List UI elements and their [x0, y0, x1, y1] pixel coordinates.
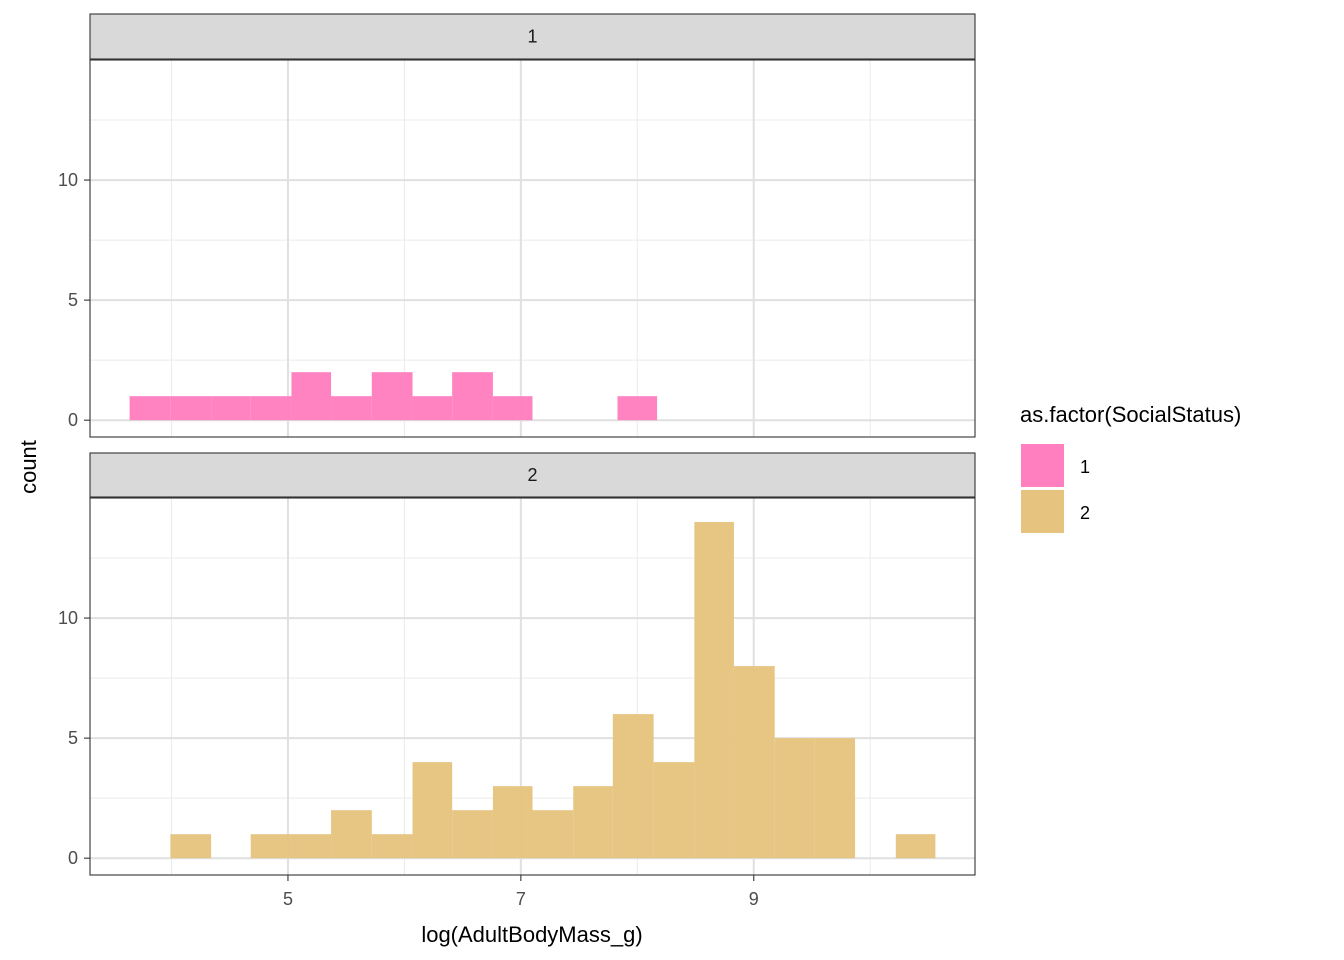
histogram-bar	[170, 834, 212, 859]
panels-layer: 12	[89, 13, 976, 876]
histogram-bar	[211, 396, 251, 421]
y-tick-label: 5	[68, 728, 78, 748]
axes-layer: 0 5 10 0 5 10 5 7 9	[58, 170, 759, 909]
legend-label-1: 1	[1080, 457, 1090, 477]
histogram-bar	[617, 396, 658, 421]
x-tick-label: 5	[283, 889, 293, 909]
histogram-bar	[653, 762, 695, 859]
histogram-bar	[573, 786, 613, 859]
legend-label-2: 2	[1080, 503, 1090, 523]
histogram-bar	[371, 372, 413, 421]
facet-strip-label: 2	[527, 465, 537, 485]
x-tick-label: 9	[749, 889, 759, 909]
legend-title: as.factor(SocialStatus)	[1020, 402, 1241, 427]
y-axis-title: count	[16, 440, 41, 494]
y-tick-label: 0	[68, 410, 78, 430]
histogram-bar	[895, 834, 936, 859]
histogram-bar	[371, 834, 413, 859]
legend-key-2	[1021, 490, 1064, 533]
histogram-bar	[331, 810, 372, 859]
histogram-bar	[291, 372, 332, 421]
facet-panel-2: 2	[89, 452, 976, 876]
y-tick-label: 0	[68, 848, 78, 868]
histogram-bar	[331, 396, 372, 421]
facet-panel-1: 1	[89, 13, 976, 438]
y-tick-label: 5	[68, 290, 78, 310]
y-tick-label: 10	[58, 170, 78, 190]
panel-background	[90, 60, 975, 437]
histogram-bar	[694, 522, 734, 859]
histogram-bar	[452, 372, 493, 421]
facet-strip-label: 1	[527, 27, 537, 47]
y-tick-label: 10	[58, 608, 78, 628]
x-axis-title: log(AdultBodyMass_g)	[421, 922, 642, 947]
legend: as.factor(SocialStatus) 1 2	[1020, 402, 1241, 533]
histogram-bar	[733, 666, 775, 859]
histogram-bar	[170, 396, 212, 421]
histogram-bar	[250, 396, 292, 421]
histogram-bar	[452, 810, 493, 859]
histogram-bar	[814, 738, 856, 859]
histogram-bar	[492, 786, 533, 859]
panel-border	[89, 59, 976, 438]
histogram-bar	[492, 396, 533, 421]
legend-key-1	[1021, 444, 1064, 487]
histogram-bar	[412, 762, 453, 859]
histogram-bar	[412, 396, 453, 421]
x-tick-label: 7	[516, 889, 526, 909]
facet-strip-1	[89, 13, 976, 60]
panel-border	[89, 497, 976, 876]
histogram-bar	[532, 810, 574, 859]
facet-strip-2	[89, 452, 976, 498]
histogram-bar	[774, 738, 815, 859]
histogram-bar	[129, 396, 171, 421]
histogram-bar	[291, 834, 332, 859]
histogram-bar	[250, 834, 292, 859]
histogram-bar	[612, 714, 654, 859]
